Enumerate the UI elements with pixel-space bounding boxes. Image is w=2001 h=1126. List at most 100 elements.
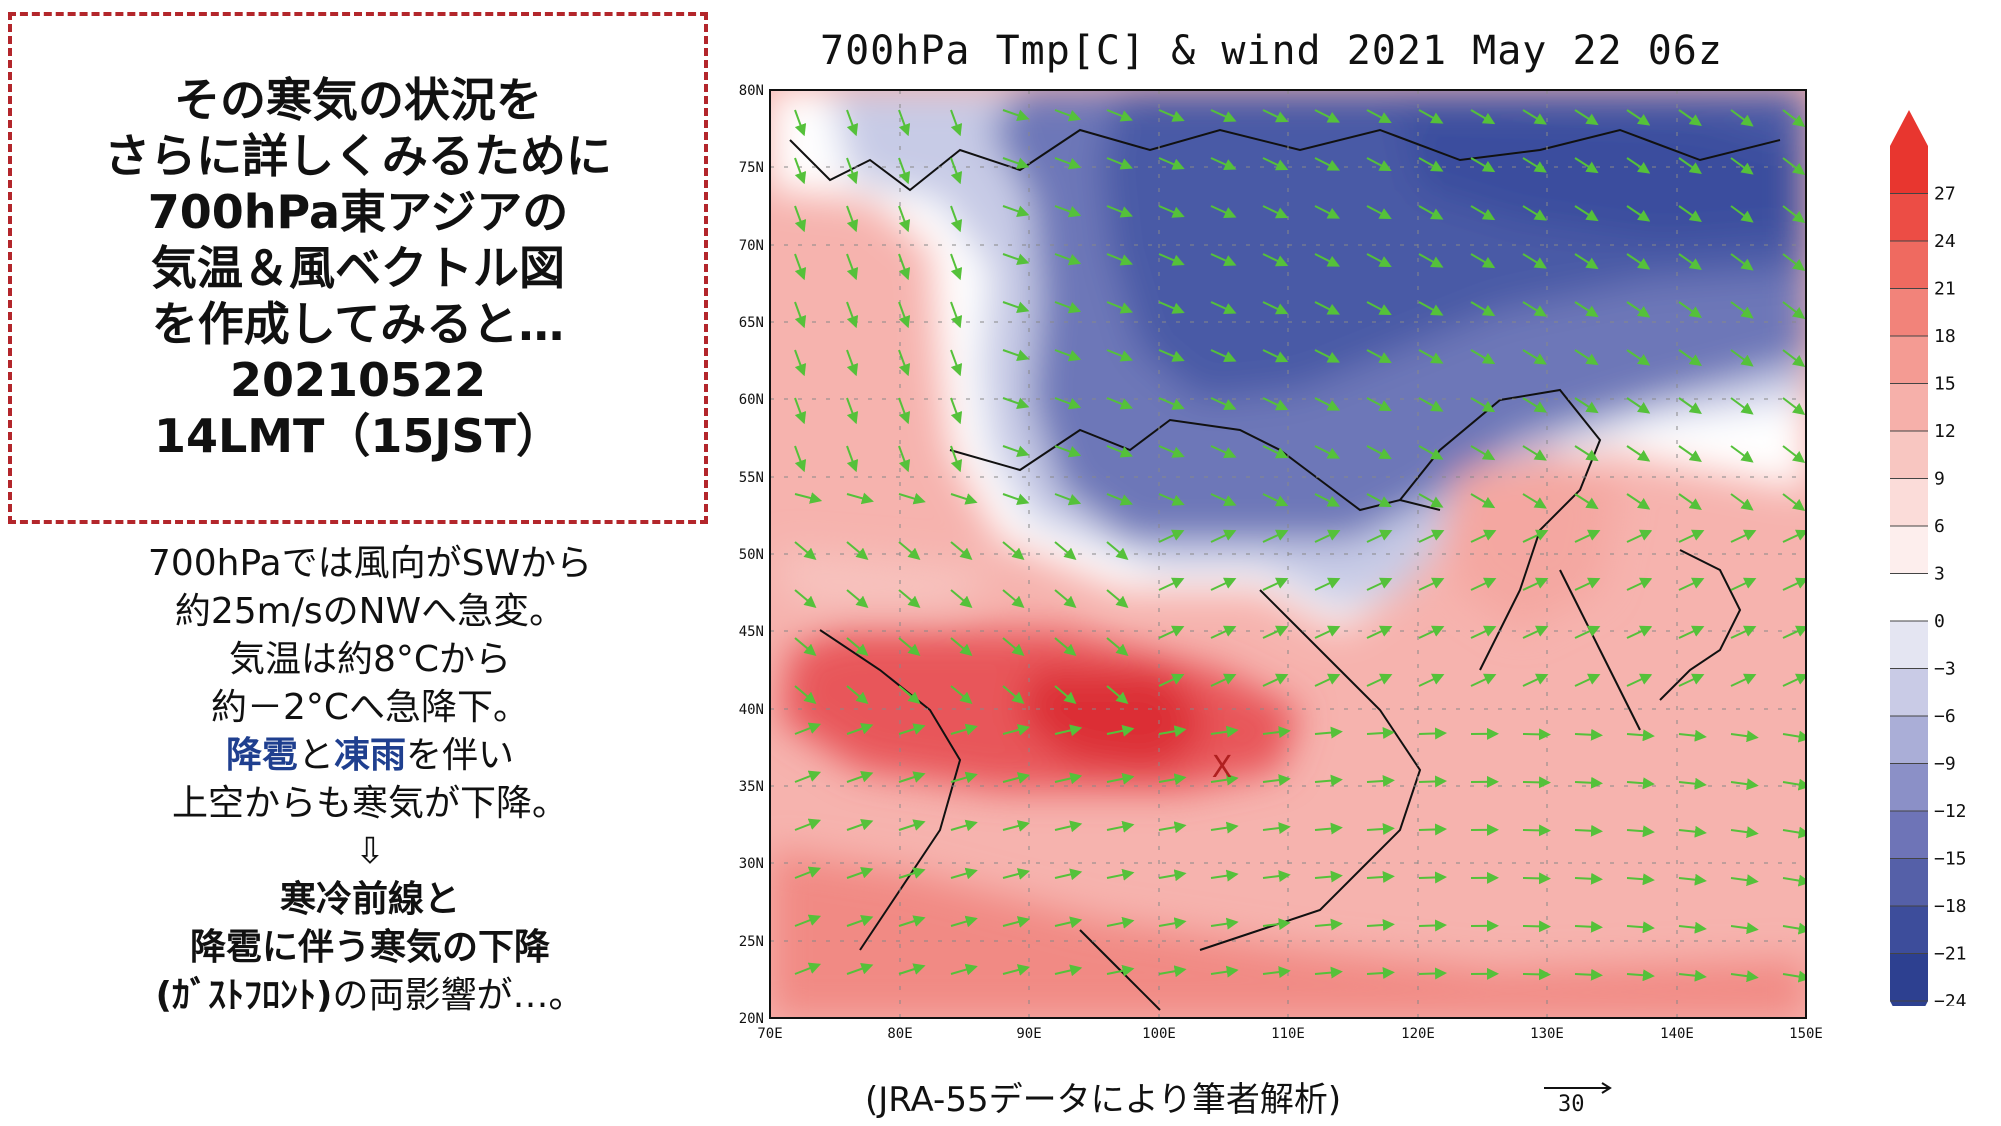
wind-vector (846, 637, 869, 656)
wind-vector (898, 685, 921, 704)
wind-vector (1002, 157, 1030, 169)
wind-vector (1522, 109, 1547, 125)
colorbar-svg: 27 24 21 18 15 12 9 6 3 0 −3 −6 −9 −12 −15 −18 −21 −24 (1890, 110, 1967, 1037)
colorbar-segments (1890, 110, 1928, 1037)
wind-vector (1106, 205, 1133, 218)
wind-vector (1418, 823, 1447, 836)
wind-vector (1782, 445, 1806, 464)
wind-vector (1262, 673, 1289, 687)
lon-label: 120E (1401, 1026, 1435, 1042)
wind-vector (794, 589, 817, 608)
wind-vector (1106, 772, 1135, 785)
wind-vector (1626, 577, 1653, 591)
wind-vector (1366, 775, 1395, 788)
note-line-1: 700hPaでは風向がSWから (147, 543, 593, 584)
wind-vector (1366, 301, 1392, 316)
wind-vector (1262, 253, 1289, 267)
wind-vector (1262, 726, 1291, 739)
wind-vector (1210, 253, 1237, 267)
wind-vector (1366, 919, 1395, 932)
wind-vector (1054, 589, 1077, 608)
wind-vector (1782, 157, 1806, 176)
wind-vector (898, 301, 911, 329)
wind-vector (1262, 397, 1289, 411)
wind-vector (1522, 397, 1547, 413)
wind-vector (1574, 301, 1599, 318)
lon-label: 100E (1142, 1026, 1176, 1042)
wind-vector (794, 962, 822, 975)
wind-vector (1522, 673, 1549, 687)
wind-vector (1054, 541, 1077, 560)
wind-vector (1054, 772, 1083, 785)
wind-vector (1106, 397, 1133, 410)
wind-vector (950, 723, 978, 736)
wind-vector (1418, 349, 1444, 364)
wind-vector (1418, 775, 1447, 788)
wind-vector (846, 205, 859, 233)
wind-vector (1626, 673, 1653, 687)
wind-vector (1522, 872, 1551, 885)
wind-vector (1314, 445, 1340, 459)
wind-vector (1054, 157, 1082, 170)
wind-vector (950, 349, 963, 377)
wind-vector (1470, 109, 1496, 125)
wind-vector (1574, 577, 1601, 591)
wind-vector (1314, 966, 1343, 979)
wind-vector (1522, 776, 1551, 789)
wind-vector (1574, 109, 1599, 126)
wind-vector (1210, 205, 1237, 219)
wind-vector (898, 397, 911, 425)
wind-vector (1158, 869, 1187, 882)
wind-vector (1054, 868, 1083, 881)
wind-vector (1470, 157, 1496, 173)
wind-vector (1054, 397, 1082, 410)
wind-vector (846, 770, 874, 783)
wind-vector (846, 541, 869, 560)
wind-vector (1418, 493, 1444, 508)
wind-vector (1262, 774, 1291, 787)
wind-vector (898, 867, 926, 879)
wind-vector (1158, 917, 1187, 930)
wind-vector (1522, 968, 1551, 981)
wind-vector (1210, 349, 1237, 363)
wind-vector (1678, 445, 1702, 463)
lon-label: 150E (1789, 1026, 1823, 1042)
wind-vector (950, 589, 973, 608)
wind-vector (846, 722, 874, 735)
wind-vector (898, 963, 926, 975)
wind-vector (1002, 868, 1031, 880)
wind-vector (1262, 493, 1289, 507)
lat-label: 20N (739, 1011, 764, 1027)
wind-vector (1730, 253, 1754, 271)
wind-vector (794, 205, 807, 233)
colorbar-label: −15 (1934, 849, 1967, 870)
wind-vector (1574, 445, 1599, 462)
data-source-note: (JRA-55データにより筆者解析) (865, 1080, 1342, 1120)
wind-vector (1574, 728, 1603, 741)
wind-vector (1314, 253, 1340, 267)
wind-vector (1002, 301, 1030, 313)
wind-vector (1002, 397, 1030, 409)
wind-vector (950, 205, 963, 233)
wind-vector (1262, 529, 1289, 543)
wind-vector (1314, 397, 1340, 411)
wind-vector (898, 349, 911, 377)
lon-label: 130E (1530, 1026, 1564, 1042)
wind-vector (1418, 967, 1447, 980)
wind-vector (950, 301, 963, 329)
wind-vector (794, 492, 823, 504)
wind-vector (898, 445, 911, 473)
wind-vector (1782, 205, 1806, 224)
wind-vector (1002, 493, 1030, 505)
lat-label: 35N (739, 779, 764, 795)
note-line-3: 気温は約8°Cから (228, 639, 512, 680)
wind-vector (1470, 253, 1496, 269)
wind-vector (1782, 577, 1806, 591)
wind-vector (846, 685, 869, 704)
wind-vector (1106, 820, 1135, 833)
wind-vector (1002, 724, 1031, 736)
wind-vector (1106, 724, 1135, 737)
wind-vector (846, 157, 859, 185)
wind-vector (1782, 826, 1806, 839)
wind-vector (1782, 970, 1806, 983)
